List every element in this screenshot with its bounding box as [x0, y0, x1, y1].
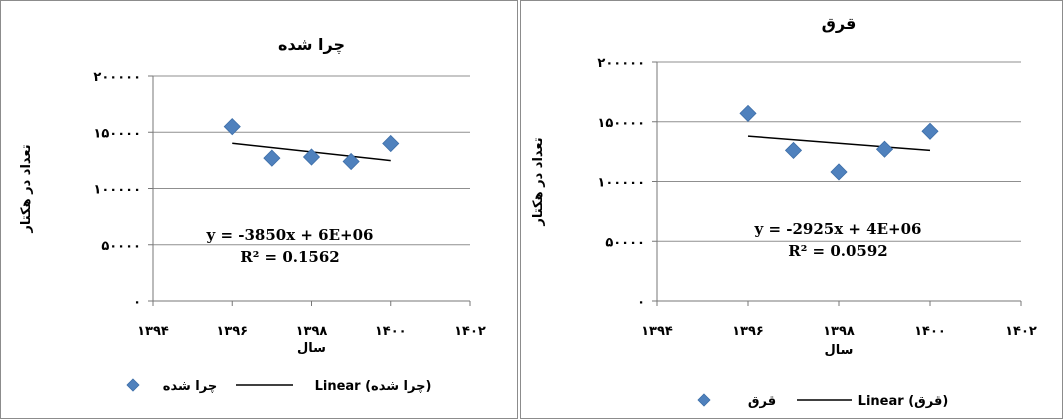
y-tick-label: ۵۰۰۰۰	[605, 235, 645, 250]
x-axis-label: سال	[297, 341, 326, 356]
legend-marker	[126, 378, 140, 392]
data-point	[921, 122, 939, 140]
x-tick-label: ۱۳۹۸	[823, 324, 855, 339]
data-point	[342, 152, 360, 171]
y-tick-label: ۱۵۰۰۰۰	[597, 116, 645, 131]
y-tick-label: ۰	[133, 295, 141, 310]
x-tick-label: ۱۳۹۶	[732, 324, 764, 339]
data-point	[739, 104, 757, 122]
chart-frame	[0, 0, 518, 419]
y-tick-label: ۵۰۰۰۰	[101, 239, 141, 254]
data-point	[784, 141, 803, 159]
y-tick-label: ۱۵۰۰۰۰	[93, 126, 141, 141]
x-tick-label: ۱۳۹۶	[216, 324, 248, 339]
y-tick-label: ۱۰۰۰۰۰	[597, 176, 645, 191]
y-axis-label: تعداد در هکتار	[19, 144, 34, 233]
chart-exclosure: قرق ۰ ۵۰۰۰۰ ۱۰۰۰۰۰ ۱۵۰۰۰۰ ۲۰۰۰۰۰ ۱۳۹۴ ۱۳۹۶ ۱۳۹۸ ۱…	[520, 0, 1063, 419]
chart-grazed: چرا شده ۰ ۵۰۰۰۰ ۱۰۰۰۰۰ ۱۵۰۰۰۰ ۲۰۰۰۰۰ ۱۳۹۴ ۱۳۹۶ ۱…	[0, 0, 518, 419]
data-point	[223, 118, 241, 136]
x-tick-label: ۱۴۰۲	[454, 324, 486, 339]
x-axis-label: سال	[825, 343, 854, 358]
legend-series-label: چرا شده	[163, 379, 217, 394]
x-tick-label: ۱۳۹۴	[641, 324, 673, 339]
trend-equation: y = -2925x + 4E+06	[754, 220, 922, 238]
chart-title: چرا شده	[278, 35, 345, 55]
data-point	[875, 140, 894, 158]
y-tick-label: ۰	[637, 295, 645, 310]
x-tick-label: ۱۳۹۸	[296, 324, 328, 339]
y-tick-label: ۱۰۰۰۰۰	[93, 183, 141, 198]
legend-series-label: قرق	[748, 394, 776, 409]
x-tick-label: ۱۴۰۰	[914, 324, 946, 339]
trendline	[747, 135, 931, 152]
x-tick-label: ۱۴۰۰	[375, 324, 407, 339]
legend-trend-label: Linear (قرق)	[858, 394, 949, 409]
data-point	[382, 134, 400, 153]
legend-trend-label: Linear (چرا شده)	[315, 379, 432, 394]
x-tick-label: ۱۳۹۴	[137, 324, 169, 339]
x-tick-label: ۱۴۰۲	[1005, 324, 1037, 339]
trend-equation: y = -3850x + 6E+06	[206, 226, 374, 244]
r-squared-label: R² = 0.1562	[240, 248, 339, 266]
data-point	[263, 149, 281, 167]
chart-frame	[520, 0, 1063, 419]
r-squared-label: R² = 0.0592	[788, 242, 887, 260]
data-point	[830, 163, 848, 181]
data-point	[302, 148, 321, 166]
chart-title: قرق	[822, 14, 857, 33]
legend-marker	[697, 393, 711, 407]
y-axis-label: تعداد در هکتار	[531, 137, 546, 226]
y-tick-label: ۲۰۰۰۰۰	[93, 70, 141, 85]
y-tick-label: ۲۰۰۰۰۰	[597, 56, 645, 71]
